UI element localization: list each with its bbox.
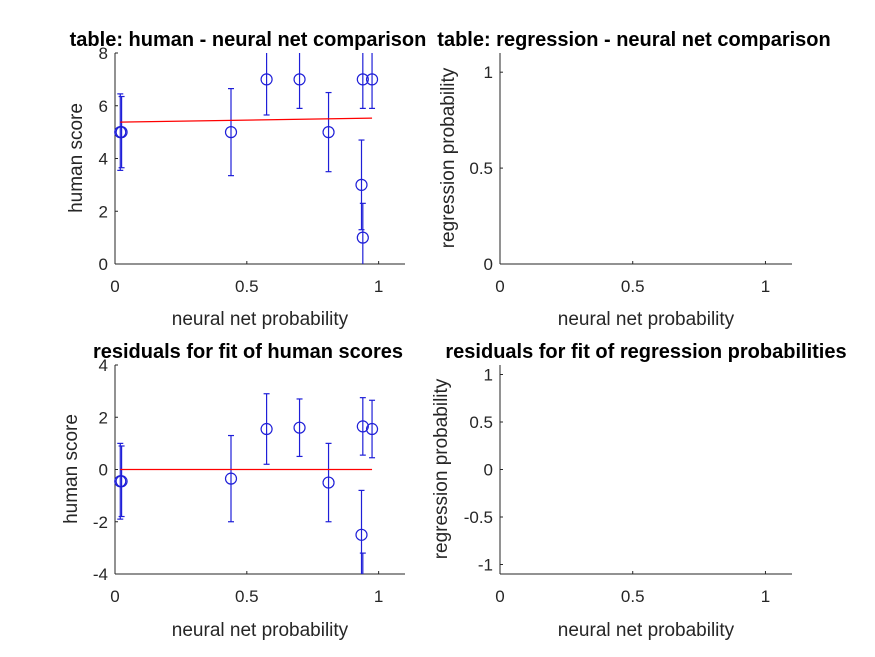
data-point (356, 231, 369, 244)
y-tick-label: -1 (478, 556, 493, 575)
fit-line (120, 117, 373, 123)
chart-panel-4: 0 0.5 1 -1 -0.5 0 0.5 1 residuals for fit of reg… (431, 341, 847, 641)
x-tick-label: 0 (110, 587, 119, 606)
x-tick-label: 0.5 (235, 587, 259, 606)
data-point (115, 475, 128, 488)
x-tick-label: 0 (495, 277, 504, 296)
chart-title: residuals for fit of regression probabil… (445, 341, 846, 363)
x-tick-label: 0 (110, 277, 119, 296)
y-tick-label: 0 (99, 255, 108, 274)
y-tick-label: 2 (99, 408, 108, 427)
x-tick-label: 0.5 (621, 587, 645, 606)
data-point (115, 126, 128, 139)
y-tick-label: 1 (484, 366, 493, 385)
y-tick-label: 8 (99, 44, 108, 63)
x-tick-label: 1 (761, 277, 770, 296)
y-axis-label: human score (66, 103, 87, 213)
y-tick-label: -0.5 (464, 508, 493, 527)
chart-title: table: human - neural net comparison (70, 29, 427, 51)
x-tick-label: 1 (761, 587, 770, 606)
y-axis-label: human score (61, 414, 82, 524)
y-tick-label: 0.5 (469, 159, 493, 178)
data-point (365, 422, 379, 436)
data-point (355, 528, 368, 541)
data-point (355, 178, 368, 191)
series-1 (114, 393, 379, 574)
x-axis-label: neural net probability (558, 309, 735, 330)
y-tick-label: 4 (99, 150, 108, 169)
x-tick-label: 0.5 (621, 277, 645, 296)
x-axis-label: neural net probability (558, 620, 735, 641)
data-point (322, 126, 335, 139)
data-point (224, 472, 238, 485)
y-tick-label: 0 (99, 461, 108, 480)
y-tick-label: -2 (93, 513, 108, 532)
y-tick-label: 0.5 (469, 413, 493, 432)
y-axis-label: regression probability (438, 67, 459, 248)
y-tick-label: 4 (99, 356, 108, 375)
x-tick-label: 1 (374, 277, 383, 296)
y-tick-label: 0 (484, 255, 493, 274)
series-1 (114, 53, 379, 264)
data-point (260, 73, 273, 86)
data-point (293, 421, 306, 434)
chart-panel-2: 0 0.5 1 0 0.5 1 table: regression - neural net… (437, 29, 830, 330)
y-tick-label: 6 (99, 97, 108, 116)
x-tick-label: 0 (495, 587, 504, 606)
x-axis-label: neural net probability (172, 309, 349, 330)
data-point (224, 126, 238, 139)
data-point (260, 422, 273, 436)
data-point (365, 73, 379, 86)
x-tick-label: 0.5 (235, 277, 259, 296)
y-tick-label: 1 (484, 63, 493, 82)
y-tick-label: -4 (93, 565, 108, 584)
chart-title: residuals for fit of human scores (93, 341, 403, 363)
chart-title: table: regression - neural net compariso… (437, 29, 830, 51)
data-point (356, 73, 369, 86)
y-axis-label: regression probability (431, 378, 452, 559)
y-tick-label: 2 (99, 202, 108, 221)
y-tick-label: 0 (484, 461, 493, 480)
data-point (356, 420, 369, 433)
data-point (293, 73, 306, 86)
data-point (322, 476, 335, 489)
x-tick-label: 1 (374, 587, 383, 606)
x-axis-label: neural net probability (172, 620, 349, 641)
